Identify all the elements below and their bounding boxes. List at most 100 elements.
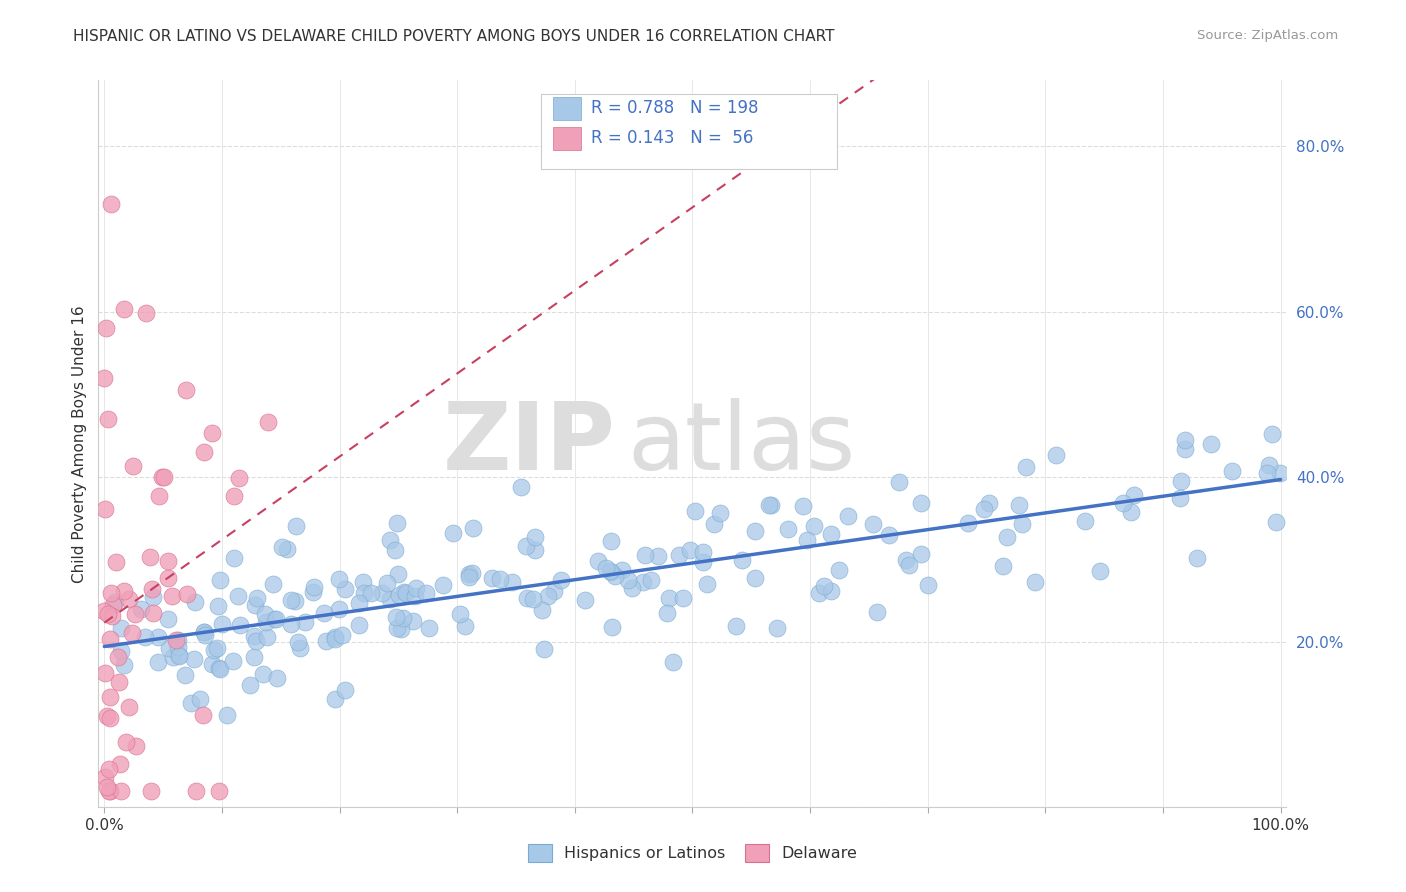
Point (118, 592, 141, 607)
Point (1170, 474, 1192, 488)
Text: R = 0.788   N = 198: R = 0.788 N = 198 (591, 99, 758, 117)
Point (135, 306, 157, 320)
Point (610, 564, 633, 578)
Point (94, 770, 117, 784)
Point (640, 573, 662, 587)
Point (141, 783, 163, 797)
Point (157, 641, 180, 656)
Point (1268, 467, 1291, 481)
Point (910, 496, 932, 510)
Point (97, 783, 120, 797)
Point (347, 618, 370, 632)
Point (280, 617, 302, 632)
Point (1123, 488, 1146, 502)
Point (97, 412, 120, 426)
Point (156, 571, 179, 585)
Point (191, 708, 214, 723)
Text: R = 0.143   N =  56: R = 0.143 N = 56 (591, 129, 752, 147)
Point (530, 603, 553, 617)
Point (887, 475, 910, 490)
Point (458, 570, 481, 584)
Point (510, 480, 533, 494)
Point (1024, 574, 1046, 589)
Point (325, 632, 347, 646)
Point (110, 621, 132, 635)
Point (877, 528, 900, 542)
Point (100, 609, 122, 624)
Point (1256, 466, 1278, 480)
Point (1088, 565, 1111, 579)
Point (110, 783, 132, 797)
Point (108, 675, 131, 690)
Point (1112, 496, 1135, 510)
Point (995, 530, 1018, 544)
Point (405, 581, 427, 595)
Point (360, 586, 382, 600)
Point (242, 650, 264, 665)
Point (1199, 437, 1222, 451)
Point (1045, 448, 1067, 462)
Point (973, 502, 995, 516)
Point (118, 699, 141, 714)
Point (98, 783, 121, 797)
Point (245, 634, 267, 648)
Point (302, 585, 325, 599)
Point (110, 757, 132, 772)
Point (93, 604, 115, 618)
Point (153, 470, 176, 484)
Point (692, 555, 714, 569)
Point (1011, 516, 1033, 531)
Point (315, 634, 337, 648)
Point (167, 640, 190, 654)
Point (285, 519, 308, 533)
Point (211, 616, 233, 631)
Point (150, 470, 173, 484)
Point (633, 548, 655, 562)
Point (515, 539, 537, 553)
Point (586, 554, 609, 568)
Point (245, 598, 267, 612)
Point (1174, 433, 1197, 447)
Legend: Hispanics or Latinos, Delaware: Hispanics or Latinos, Delaware (522, 837, 863, 868)
Point (94, 501, 117, 516)
Point (432, 578, 454, 592)
Point (166, 633, 188, 648)
Point (124, 607, 146, 621)
Point (256, 630, 278, 644)
Point (765, 621, 787, 635)
Point (228, 589, 250, 603)
Point (389, 622, 412, 636)
Point (97, 607, 120, 621)
Point (388, 588, 411, 602)
Point (107, 650, 129, 665)
Point (744, 524, 766, 539)
Point (160, 589, 183, 603)
Point (392, 585, 415, 599)
Point (523, 530, 546, 544)
Point (262, 576, 284, 591)
Point (103, 598, 125, 612)
Point (910, 547, 932, 561)
Point (330, 627, 353, 641)
Point (1119, 505, 1142, 519)
Point (98, 711, 121, 725)
Point (105, 555, 128, 569)
Point (100, 632, 122, 647)
Point (254, 615, 277, 629)
Point (146, 630, 169, 644)
Point (599, 564, 621, 578)
Point (378, 591, 401, 606)
Point (744, 571, 766, 585)
Point (167, 649, 190, 664)
Point (703, 516, 725, 531)
Point (1257, 458, 1279, 472)
Point (792, 499, 814, 513)
Text: HISPANIC OR LATINO VS DELAWARE CHILD POVERTY AMONG BOYS UNDER 16 CORRELATION CHA: HISPANIC OR LATINO VS DELAWARE CHILD POV… (73, 29, 835, 44)
Point (207, 599, 229, 613)
Point (184, 595, 207, 609)
Point (134, 630, 156, 644)
Point (148, 489, 170, 503)
Point (862, 516, 884, 531)
Point (658, 591, 681, 606)
Point (257, 416, 280, 430)
